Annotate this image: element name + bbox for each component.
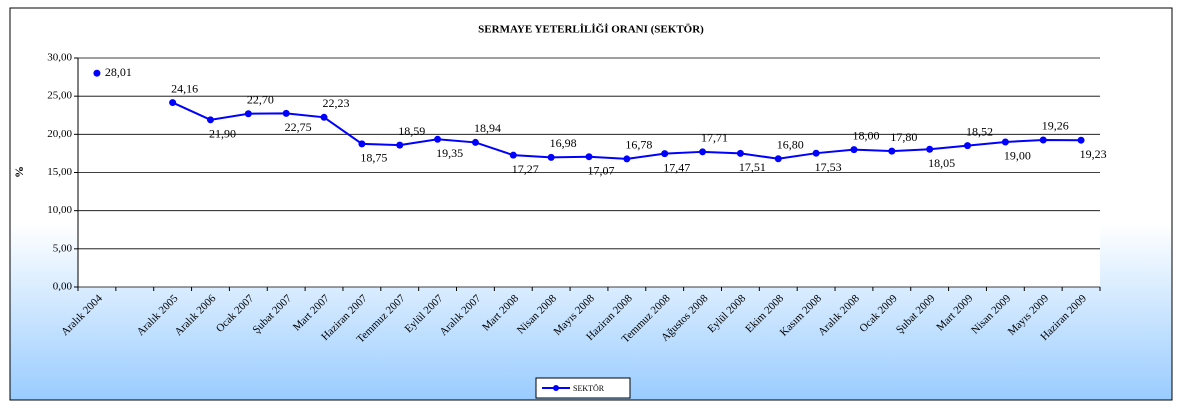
chart-title: SERMAYE YETERLİLİĞİ ORANI (SEKTÖR) (478, 23, 704, 36)
legend-marker (553, 385, 559, 391)
data-point (434, 135, 442, 143)
y-tick-label: 20,00 (47, 128, 72, 140)
data-label: 16,98 (550, 136, 577, 150)
data-point (585, 153, 593, 161)
data-label: 18,75 (360, 151, 387, 165)
data-label: 28,01 (105, 65, 132, 79)
data-label: 22,75 (285, 120, 312, 134)
data-label: 16,80 (777, 138, 804, 152)
data-label: 19,26 (1042, 119, 1069, 133)
legend-label: SEKTÖR (573, 384, 605, 393)
data-point (471, 138, 479, 146)
data-point (888, 147, 896, 155)
data-label: 18,52 (966, 124, 993, 138)
data-point (509, 151, 517, 159)
data-label: 24,16 (171, 81, 198, 95)
data-point (736, 149, 744, 157)
y-tick-label: 30,00 (47, 52, 72, 64)
data-point (964, 142, 972, 150)
data-point (320, 113, 328, 121)
data-label: 21,90 (209, 127, 236, 141)
data-point (358, 140, 366, 148)
data-label: 17,80 (890, 130, 917, 144)
data-point (926, 145, 934, 153)
data-point (699, 148, 707, 156)
data-label: 17,71 (701, 131, 728, 145)
data-label: 22,70 (247, 92, 274, 106)
data-point (623, 155, 631, 163)
data-label: 17,47 (663, 160, 690, 174)
y-tick-label: 5,00 (53, 242, 73, 254)
data-point (396, 141, 404, 149)
data-label: 19,35 (436, 146, 463, 160)
data-point (812, 149, 820, 157)
data-point (282, 109, 290, 117)
data-label: 18,00 (852, 128, 879, 142)
data-point (1039, 136, 1047, 144)
data-label: 22,23 (323, 96, 350, 110)
data-point (850, 146, 858, 154)
data-label: 18,05 (928, 156, 955, 170)
data-label: 18,94 (474, 121, 501, 135)
data-point (169, 99, 177, 107)
data-point (1077, 136, 1085, 144)
data-label: 17,51 (739, 160, 766, 174)
data-point (1001, 138, 1009, 146)
data-label: 17,53 (815, 160, 842, 174)
data-label: 17,27 (512, 162, 539, 176)
y-tick-label: 0,00 (53, 281, 73, 293)
data-point (93, 69, 101, 77)
data-point (547, 153, 555, 161)
data-point (244, 110, 252, 118)
y-axis-label: % (12, 166, 26, 178)
data-label: 17,07 (588, 163, 615, 177)
data-point (661, 150, 669, 158)
data-label: 19,23 (1080, 147, 1107, 161)
data-point (206, 116, 214, 124)
y-tick-label: 15,00 (47, 166, 72, 178)
data-label: 18,59 (398, 124, 425, 138)
y-tick-label: 25,00 (47, 90, 72, 102)
data-point (774, 155, 782, 163)
legend-box (535, 377, 631, 399)
y-tick-label: 10,00 (47, 204, 72, 216)
data-label: 16,78 (625, 138, 652, 152)
data-label: 19,00 (1004, 149, 1031, 163)
